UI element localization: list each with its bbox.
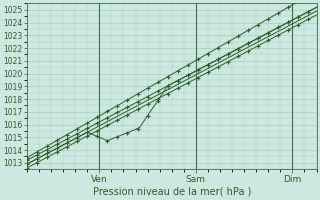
- X-axis label: Pression niveau de la mer( hPa ): Pression niveau de la mer( hPa ): [92, 187, 251, 197]
